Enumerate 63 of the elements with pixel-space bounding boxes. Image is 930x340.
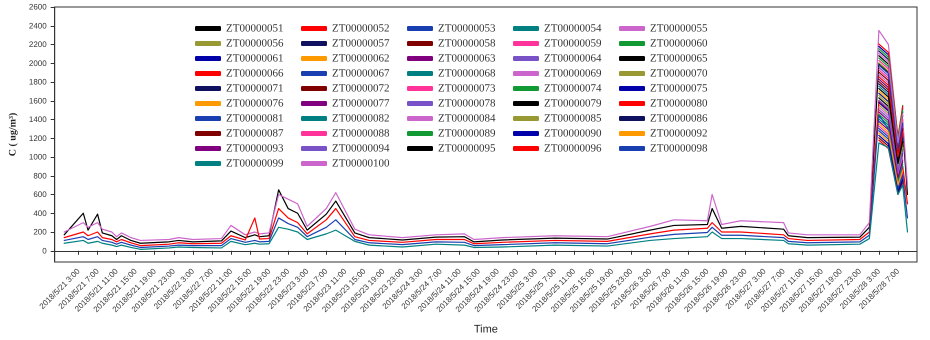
legend-label: ZT00000063 (438, 52, 496, 64)
legend-label: ZT00000080 (650, 98, 708, 110)
legend-label: ZT00000075 (650, 82, 708, 94)
legend-label: ZT00000084 (438, 112, 496, 124)
y-tick-label: 1600 (28, 96, 48, 106)
legend-label: ZT00000061 (226, 52, 284, 64)
legend-label: ZT00000098 (650, 142, 708, 154)
legend-label: ZT00000079 (544, 98, 602, 110)
legend-label: ZT00000056 (226, 38, 284, 50)
legend-label: ZT00000096 (544, 142, 602, 154)
legend-label: ZT00000093 (226, 142, 284, 154)
y-tick-label: 400 (33, 208, 48, 218)
legend-label: ZT00000076 (226, 98, 284, 110)
y-tick-label: 2200 (28, 40, 48, 49)
legend-label: ZT00000082 (332, 112, 390, 124)
legend-label: ZT00000086 (650, 112, 708, 124)
legend-label: ZT00000060 (650, 38, 708, 50)
legend-label: ZT00000072 (332, 82, 390, 94)
legend-label: ZT00000094 (332, 142, 390, 154)
legend-label: ZT00000053 (438, 22, 496, 34)
y-tick-label: 1200 (28, 134, 48, 143)
legend-label: ZT00000069 (544, 68, 602, 80)
legend-label: ZT00000099 (226, 158, 284, 170)
y-tick-label: 200 (33, 228, 48, 236)
y-tick-label: 2000 (28, 58, 48, 68)
legend-label: ZT00000071 (226, 82, 284, 94)
legend-label: ZT00000077 (332, 98, 390, 110)
legend-label: ZT00000078 (438, 98, 496, 110)
legend-label: ZT00000052 (332, 22, 390, 34)
y-tick-label: 0 (42, 246, 48, 256)
legend-label: ZT00000095 (438, 142, 496, 154)
legend-label: ZT00000062 (332, 52, 390, 64)
legend-label: ZT00000070 (650, 68, 708, 80)
legend-label: ZT00000055 (650, 22, 708, 34)
legend-label: ZT00000058 (438, 38, 496, 50)
y-tick-label: 600 (33, 190, 48, 199)
legend-label: ZT00000092 (650, 128, 708, 140)
legend-label: ZT00000100 (332, 158, 390, 170)
y-tick-label: 1400 (28, 115, 48, 124)
legend-label: ZT00000054 (544, 22, 602, 34)
legend-label: ZT00000068 (438, 68, 496, 80)
legend-label: ZT00000057 (332, 38, 390, 50)
legend-label: ZT00000089 (438, 128, 496, 140)
legend-label: ZT00000073 (438, 82, 496, 94)
y-tick-label: 2600 (28, 2, 48, 12)
legend-label: ZT00000085 (544, 112, 602, 124)
legend-label: ZT00000051 (226, 22, 284, 34)
legend-label: ZT00000090 (544, 128, 602, 140)
y-axis-title: C ( ug/m³) (8, 112, 18, 156)
legend-label: ZT00000081 (226, 112, 284, 124)
legend-label: ZT00000066 (226, 68, 284, 80)
y-tick-label: 800 (33, 171, 48, 180)
y-tick-label: 1000 (28, 152, 48, 162)
legend-label: ZT00000059 (544, 38, 602, 50)
y-tick-label: 1800 (28, 78, 48, 86)
legend-label: ZT00000087 (226, 128, 284, 140)
x-axis-title: Time (474, 324, 498, 336)
legend-label: ZT00000065 (650, 52, 708, 64)
y-tick-label: 2400 (28, 21, 48, 30)
legend-label: ZT00000064 (544, 52, 602, 64)
legend-label: ZT00000088 (332, 128, 390, 140)
legend-label: ZT00000074 (544, 82, 602, 94)
legend-label: ZT00000067 (332, 68, 390, 80)
